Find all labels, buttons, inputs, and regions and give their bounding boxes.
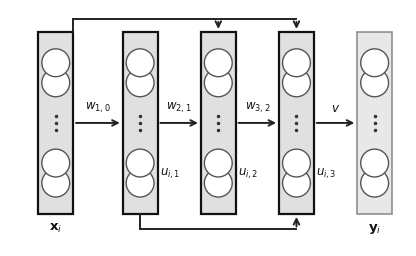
Circle shape [282,49,310,77]
Circle shape [204,49,232,77]
Text: $w_{1,0}$: $w_{1,0}$ [85,101,111,115]
Text: $\mathbf{y}_i$: $\mathbf{y}_i$ [368,222,381,236]
Bar [201,32,236,214]
Circle shape [126,169,154,197]
Text: $u_{i,2}$: $u_{i,2}$ [238,167,258,181]
Bar [279,32,314,214]
Circle shape [126,149,154,177]
Circle shape [204,169,232,197]
Circle shape [42,49,69,77]
Circle shape [361,49,389,77]
Circle shape [42,169,69,197]
Circle shape [282,169,310,197]
Text: $w_{2,1}$: $w_{2,1}$ [166,101,192,115]
Bar [357,32,392,214]
Text: $\mathbf{x}_i$: $\mathbf{x}_i$ [49,222,62,235]
Circle shape [204,69,232,97]
Circle shape [282,69,310,97]
Circle shape [361,149,389,177]
Circle shape [361,169,389,197]
Circle shape [204,149,232,177]
Bar [38,32,73,214]
Circle shape [361,69,389,97]
Bar [123,32,158,214]
Text: $u_{i,3}$: $u_{i,3}$ [316,167,337,181]
Text: $u_{i,1}$: $u_{i,1}$ [160,167,180,181]
Text: $v$: $v$ [331,102,340,115]
Circle shape [126,49,154,77]
Text: $w_{3,2}$: $w_{3,2}$ [245,101,270,115]
Circle shape [42,69,69,97]
Circle shape [282,149,310,177]
Circle shape [42,149,69,177]
Circle shape [126,69,154,97]
